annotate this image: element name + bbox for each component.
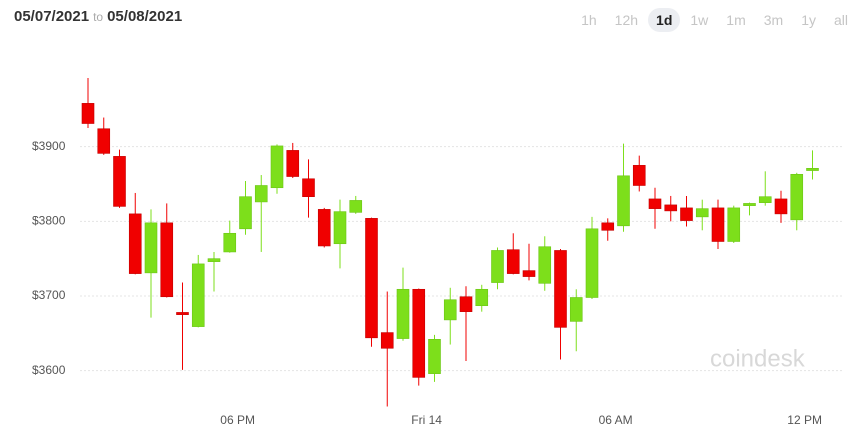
range-button[interactable]: 1d (648, 8, 681, 32)
date-to: 05/08/2021 (107, 8, 183, 25)
candle-body (506, 249, 520, 274)
candle-body (223, 232, 237, 253)
candle-body (617, 175, 630, 227)
candle-body (585, 228, 599, 298)
y-tick-label: $3900 (32, 139, 66, 153)
date-separator: to (93, 10, 104, 24)
candle-body (286, 150, 300, 177)
candle-body (648, 198, 662, 209)
candle-body (144, 222, 158, 274)
candle-body (302, 178, 315, 197)
candle-body (522, 270, 536, 277)
candle-body (491, 250, 504, 283)
candle-body (774, 198, 788, 215)
range-button[interactable]: 3m (763, 12, 784, 28)
candle-body (538, 246, 552, 284)
candle-body (443, 299, 457, 321)
candle-body (601, 222, 615, 231)
candle-body (569, 297, 583, 322)
y-tick-label: $3800 (32, 214, 66, 228)
candle-body (254, 185, 268, 203)
candle-body (790, 173, 804, 221)
x-tick-label: 06 PM (220, 413, 255, 427)
candle-body (239, 196, 252, 230)
range-button[interactable]: 12h (614, 12, 639, 28)
candle-body (711, 207, 725, 242)
watermark: coindesk (710, 345, 806, 372)
candle-body (459, 296, 473, 312)
range-button[interactable]: 1y (801, 12, 816, 28)
range-button[interactable]: 1w (690, 12, 709, 28)
candle-body (743, 203, 756, 206)
candle-body (632, 165, 646, 186)
candle-body (664, 204, 678, 212)
candle-body (380, 332, 394, 349)
candle-body (97, 128, 111, 154)
y-tick-label: $3700 (32, 288, 66, 302)
range-button[interactable]: all (833, 12, 848, 28)
candle-body (365, 218, 378, 339)
candle-body (160, 222, 174, 298)
candle-body (317, 209, 331, 247)
x-tick-label: Fri 14 (411, 413, 442, 427)
candle-body (128, 213, 142, 274)
range-button[interactable]: 1h (581, 12, 597, 28)
candle-body (191, 263, 205, 327)
candle-body (349, 200, 363, 213)
candle-body (176, 312, 189, 315)
range-button[interactable]: 1m (726, 12, 746, 28)
x-tick-label: 06 AM (599, 413, 633, 427)
candle-body (554, 250, 567, 328)
candle-body (207, 258, 221, 262)
candle-body (475, 288, 489, 307)
candle-body (680, 207, 693, 221)
candle-body (727, 207, 741, 242)
candle-body (81, 103, 95, 124)
x-tick-label: 12 PM (787, 413, 822, 427)
candle-body (396, 288, 410, 339)
candle-body (333, 211, 347, 245)
range-selector: 1h 12h 1d 1w 1m 3m 1y all (573, 8, 856, 32)
candle-body (758, 196, 772, 203)
candle-body (695, 208, 709, 218)
y-tick-label: $3600 (32, 363, 66, 377)
candle-body (428, 339, 441, 374)
candle-body (270, 145, 284, 189)
candle-body (806, 168, 819, 171)
candle-body (113, 156, 126, 207)
date-range: 05/07/2021 to 05/08/2021 (14, 8, 182, 25)
date-from: 05/07/2021 (14, 8, 90, 25)
candle-body (412, 288, 426, 378)
